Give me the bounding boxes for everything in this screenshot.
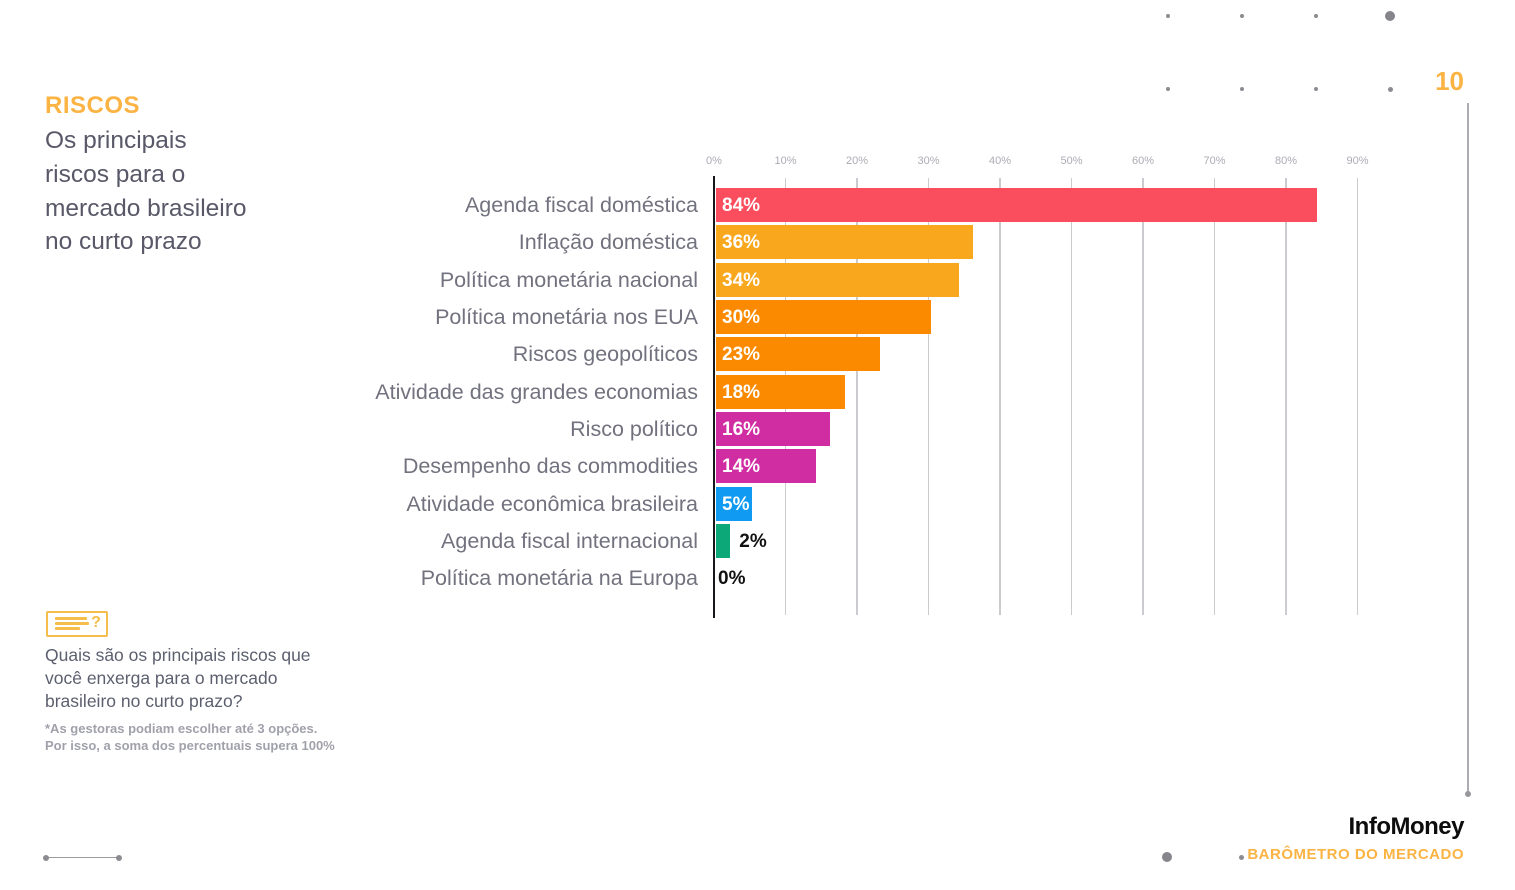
gridline xyxy=(1213,178,1216,615)
bar xyxy=(716,486,752,521)
category-label: Atividade das grandes economias xyxy=(375,379,698,404)
bar-value-label: 2% xyxy=(739,530,767,552)
bar xyxy=(716,449,817,484)
category-label: Risco político xyxy=(570,416,698,441)
bar xyxy=(716,188,1317,222)
x-tick-label: 30% xyxy=(917,155,940,167)
category-label: Agenda fiscal internacional xyxy=(441,528,698,553)
question-line: brasileiro no curto prazo? xyxy=(45,691,243,712)
icon-line xyxy=(55,617,87,620)
decorative-dot xyxy=(1240,14,1244,18)
x-tick-label: 10% xyxy=(774,155,797,167)
right-guide-line xyxy=(1467,103,1469,792)
decorative-dot xyxy=(1465,791,1471,797)
brand-tagline: BARÔMETRO DO MERCADO xyxy=(1247,846,1464,863)
survey-question-icon: ? xyxy=(46,611,108,637)
survey-footnote: *As gestoras podiam escolher até 3 opçõe… xyxy=(45,721,335,754)
category-label: Riscos geopolíticos xyxy=(512,342,698,367)
bar xyxy=(716,374,845,409)
category-label: Agenda fiscal doméstica xyxy=(464,193,698,217)
x-tick-label: 80% xyxy=(1274,155,1298,167)
icon-line xyxy=(55,622,89,625)
bar-value-label: 16% xyxy=(722,418,761,440)
decorative-dot xyxy=(1166,14,1170,18)
bar xyxy=(716,337,881,372)
decorative-dot xyxy=(1166,87,1170,91)
bar xyxy=(716,225,974,260)
footer-decorative-line xyxy=(47,856,118,858)
subtitle-line: Os principais xyxy=(45,127,187,154)
bar-value-label: 14% xyxy=(722,456,761,478)
gridline xyxy=(1356,178,1359,615)
gridline xyxy=(856,178,858,615)
gridline xyxy=(1142,178,1144,615)
question-mark-glyph: ? xyxy=(91,614,101,631)
gridline xyxy=(1285,178,1287,615)
brand-logo: InfoMoney xyxy=(1348,813,1465,840)
question-line: Quais são os principais riscos que xyxy=(45,645,311,665)
bar-value-label: 5% xyxy=(722,493,750,515)
decorative-dot xyxy=(1314,14,1318,18)
category-label: Política monetária nos EUA xyxy=(435,304,698,329)
x-tick-label: 70% xyxy=(1203,155,1226,167)
bar-value-label: 34% xyxy=(722,269,761,291)
category-label: Política monetária nacional xyxy=(439,267,698,292)
subtitle-line: riscos para o xyxy=(45,160,186,188)
decorative-dot xyxy=(1240,87,1244,91)
footnote-line: Por isso, a soma dos percentuais supera … xyxy=(45,737,335,753)
x-tick-label: 60% xyxy=(1131,155,1155,167)
decorative-dot xyxy=(43,854,49,861)
x-tick-label: 0% xyxy=(706,155,722,167)
icon-line xyxy=(55,627,80,630)
page-number: 10 xyxy=(1435,66,1464,96)
category-label: Inflação doméstica xyxy=(518,230,698,255)
x-tick-label: 40% xyxy=(988,155,1012,167)
bar-value-label: 0% xyxy=(718,568,746,590)
decorative-dot xyxy=(1239,855,1244,860)
gridline xyxy=(927,178,930,615)
bar-value-label: 23% xyxy=(722,344,761,366)
gridline xyxy=(999,178,1001,615)
category-label: Atividade econômica brasileira xyxy=(406,491,698,516)
bar xyxy=(716,262,960,297)
x-tick-label: 90% xyxy=(1346,155,1369,167)
y-axis-line xyxy=(712,176,715,618)
decorative-dot xyxy=(116,854,122,861)
decorative-dot xyxy=(1385,11,1395,21)
decorative-dot xyxy=(1314,87,1318,91)
bar xyxy=(716,523,731,558)
subtitle-line: mercado brasileiro xyxy=(45,194,247,222)
bar-value-label: 18% xyxy=(722,381,761,403)
slide-subtitle: Os principais riscos para o mercado brasil… xyxy=(45,124,247,259)
decorative-dot xyxy=(1162,852,1172,862)
bar-value-label: 30% xyxy=(722,306,761,328)
x-tick-label: 50% xyxy=(1060,155,1083,167)
gridline xyxy=(1070,178,1073,615)
slide-title: RISCOS xyxy=(45,92,141,119)
x-tick-label: 20% xyxy=(845,155,869,167)
bar xyxy=(716,299,931,334)
footnote-line: *As gestoras podiam escolher até 3 opçõe… xyxy=(45,721,318,736)
subtitle-line: no curto prazo xyxy=(45,228,202,256)
survey-question-text: Quais são os principais riscos que você e… xyxy=(45,644,311,714)
bar-value-label: 36% xyxy=(722,232,761,254)
category-label: Política monetária na Europa xyxy=(420,566,698,591)
decorative-dot xyxy=(1388,87,1393,92)
bar xyxy=(716,411,831,446)
bar-value-label: 84% xyxy=(722,195,761,216)
category-label: Desempenho das commodities xyxy=(402,454,698,479)
question-line: você enxerga para o mercado xyxy=(45,668,278,689)
